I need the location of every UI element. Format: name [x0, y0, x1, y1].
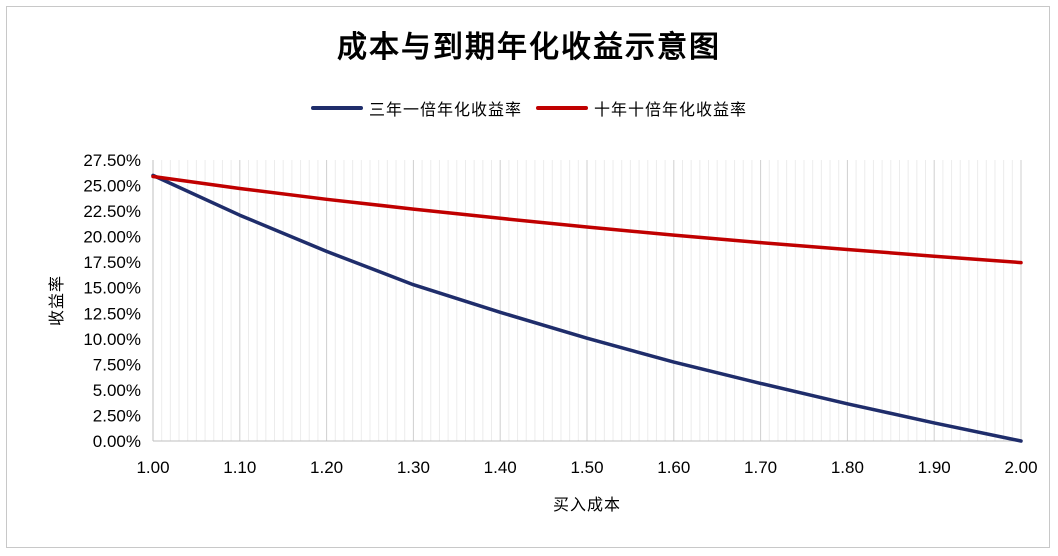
- series-lines: [151, 173, 1023, 443]
- y-tick-label: 27.50%: [83, 151, 141, 170]
- grid: [152, 160, 1022, 441]
- series-line-2: [151, 174, 1023, 265]
- axes: [152, 160, 1021, 442]
- series-line-1: [151, 173, 1023, 443]
- y-tick-label: 17.50%: [83, 253, 141, 272]
- legend-swatch-series-1: [310, 106, 363, 110]
- legend-item-series-2: 十年十倍年化收益率: [536, 96, 747, 120]
- legend-label-series-1: 三年一倍年化收益率: [368, 100, 522, 119]
- legend-swatch-series-2: [536, 106, 588, 110]
- x-tick-label: 2.00: [1004, 458, 1037, 477]
- y-tick-label: 0.00%: [93, 432, 141, 451]
- x-tick-label: 1.80: [831, 458, 864, 477]
- y-axis-title: 收益率: [47, 275, 66, 326]
- x-tick-label: 1.40: [484, 458, 517, 477]
- x-tick-label: 1.00: [136, 458, 169, 477]
- y-tick-label: 12.50%: [83, 304, 141, 323]
- y-tick-label: 22.50%: [83, 202, 141, 221]
- chart-title: 成本与到期年化收益示意图: [337, 30, 721, 65]
- y-tick-label: 10.00%: [83, 330, 141, 349]
- x-tick-label: 1.20: [310, 458, 343, 477]
- y-tick-label: 5.00%: [93, 381, 141, 400]
- chart-frame: [6, 6, 1050, 548]
- legend-item-series-1: 三年一倍年化收益率: [310, 96, 522, 120]
- legend-label-series-2: 十年十倍年化收益率: [594, 100, 748, 119]
- x-tick-label: 1.10: [223, 458, 256, 477]
- y-tick-label: 25.00%: [83, 177, 141, 196]
- y-tick-label: 2.50%: [93, 406, 141, 425]
- x-tick-label: 1.70: [744, 458, 777, 477]
- x-tick-label: 1.60: [657, 458, 690, 477]
- y-tick-label: 20.00%: [83, 228, 141, 247]
- y-tick-label: 15.00%: [83, 279, 141, 298]
- x-axis-title: 买入成本: [553, 495, 621, 514]
- x-tick-label: 1.30: [397, 458, 430, 477]
- y-tick-label: 7.50%: [93, 355, 141, 374]
- tick-labels: 1.00 1.10 1.20 1.30 1.40 1.50 1.60 1.70 1.80 1.90…: [83, 151, 1037, 477]
- x-tick-label: 1.50: [570, 458, 603, 477]
- x-tick-label: 1.90: [918, 458, 951, 477]
- legend: 三年一倍年化收益率 十年十倍年化收益率: [0, 96, 1058, 120]
